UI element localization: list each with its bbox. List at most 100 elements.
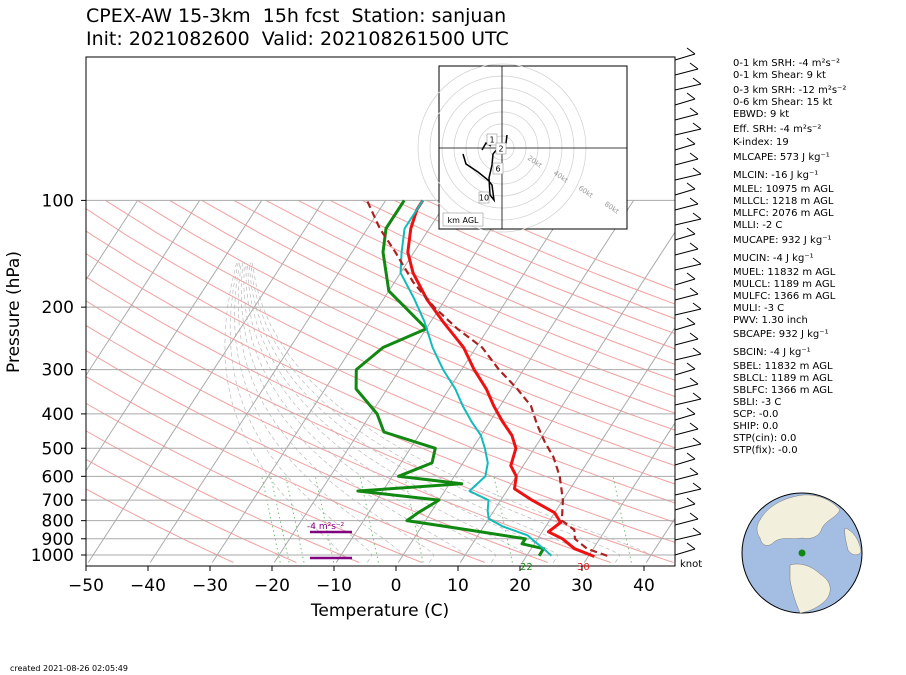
index-item: SBLFC: 1366 m AGL — [733, 385, 833, 396]
wind-barb-flag — [692, 122, 702, 130]
mixing-ratio-line — [261, 476, 281, 563]
mixing-ratio-line — [612, 476, 632, 563]
station-marker — [798, 549, 806, 557]
hodograph-height-box — [478, 191, 490, 204]
wind-barb — [674, 128, 702, 136]
wind-barb — [674, 323, 696, 331]
wind-barb — [674, 278, 696, 286]
wind-barb-flag — [692, 527, 702, 535]
wetbulb-line — [399, 199, 553, 557]
x-axis-label: Temperature (C) — [310, 601, 449, 621]
wind-barb-flag — [686, 497, 696, 505]
dry-adiabat-line — [86, 324, 611, 563]
temperature-line — [406, 199, 595, 558]
wind-barb — [674, 488, 702, 496]
wind-barb-flag — [692, 482, 702, 490]
index-item: 0-6 km Shear: 15 kt — [733, 97, 833, 108]
dry-adiabat-line — [86, 208, 675, 485]
wind-barb-flag — [686, 407, 696, 415]
wind-barb — [674, 533, 702, 541]
x-tick-label: 0 — [391, 576, 402, 596]
y-tick-label: 900 — [42, 530, 74, 550]
north-america-land — [756, 494, 841, 546]
index-item: SBCAPE: 932 J kg⁻¹ — [733, 329, 829, 340]
x-tick-label: −20 — [254, 576, 290, 596]
hodograph-height-label: 10 — [479, 194, 489, 203]
dry-adiabat-line — [86, 375, 486, 563]
index-item: SBCIN: -4 J kg⁻¹ — [733, 347, 811, 358]
wind-barb — [674, 398, 702, 406]
wind-barb — [674, 383, 699, 391]
dry-adiabat-line — [297, 199, 675, 365]
moist-adiabat-line — [251, 262, 652, 563]
wind-barb — [674, 68, 699, 76]
wind-barb-flag — [686, 227, 696, 235]
index-item: 0-3 km SRH: -12 m²s⁻² — [733, 85, 847, 96]
mixing-ratio-line — [270, 476, 290, 563]
index-item: SBLI: -3 C — [733, 397, 782, 408]
wind-unit-label: knot — [680, 559, 703, 570]
locator-globe — [741, 492, 863, 614]
wind-barb-flag — [689, 197, 699, 205]
wind-barb-flag — [686, 92, 696, 100]
x-tick-label: −40 — [130, 576, 166, 596]
dry-adiabat-line — [86, 430, 360, 563]
hodograph-frame — [438, 65, 628, 230]
index-item: SHIP: 0.0 — [733, 421, 779, 432]
mixing-ratio-line — [404, 476, 424, 563]
mixing-ratio-line — [493, 476, 513, 563]
wind-barb — [674, 218, 702, 226]
index-item: MULI: -3 C — [733, 303, 785, 314]
plot-frame — [85, 56, 676, 567]
x-tick-label: 20 — [509, 576, 531, 596]
wind-barb — [674, 173, 702, 181]
wind-barb — [674, 338, 699, 346]
isotherm-line — [273, 200, 511, 563]
wind-barb-flag — [689, 467, 699, 475]
wind-barb — [674, 53, 696, 61]
wind-barb-flag — [689, 62, 699, 70]
wind-barb-flag — [689, 107, 699, 115]
index-item: EBWD: 9 kt — [733, 109, 790, 120]
wind-barb-flag — [692, 437, 702, 445]
chart-title-line1: CPEX-AW 15-3km 15h fcst Station: sanjuan — [86, 5, 507, 27]
wind-barb — [674, 188, 696, 196]
wind-barb — [674, 368, 696, 376]
wind-barb — [674, 308, 702, 316]
dry-adiabat-line — [86, 458, 297, 563]
dry-adiabat-line — [169, 199, 675, 431]
wind-barb-flag — [689, 152, 699, 160]
y-tick-label: 500 — [42, 439, 74, 459]
y-axis-label: Pressure (hPa) — [4, 251, 24, 373]
dry-adiabat-line — [105, 199, 675, 467]
dry-adiabat-line — [86, 276, 675, 543]
index-item: MLLCL: 1218 m AGL — [733, 196, 834, 207]
y-tick-label: 600 — [42, 467, 74, 487]
isotherm-line — [583, 422, 675, 563]
index-item: MUEL: 11832 m AGL — [733, 267, 836, 278]
isotherm-line — [86, 200, 201, 377]
hodograph-height-box — [492, 162, 504, 175]
isotherm-line — [459, 231, 675, 563]
dry-adiabat-line — [201, 199, 675, 414]
y-tick-label: 200 — [42, 298, 74, 318]
y-tick-label: 1000 — [31, 546, 74, 566]
hodograph-height-label: 6 — [495, 165, 500, 174]
wind-barb-flag — [692, 77, 702, 85]
wind-barb-flag — [689, 242, 699, 250]
index-item: Eff. SRH: -4 m²s⁻² — [733, 124, 822, 135]
isotherm-line — [397, 200, 635, 563]
index-item: SBLCL: 1189 m AGL — [733, 373, 833, 384]
index-item: SBEL: 11832 m AGL — [733, 361, 833, 372]
isotherm-line — [521, 326, 675, 563]
wind-barb-flag — [692, 167, 702, 175]
moist-adiabat-line — [245, 262, 528, 563]
index-item: 0-1 km Shear: 9 kt — [733, 70, 826, 81]
y-tick-label: 700 — [42, 491, 74, 511]
dewpoint-line — [354, 199, 546, 557]
wind-barb — [674, 428, 699, 436]
hodograph-height-label: 2 — [498, 145, 503, 154]
x-tick-label: 30 — [571, 576, 593, 596]
dry-adiabat-line — [86, 252, 675, 523]
